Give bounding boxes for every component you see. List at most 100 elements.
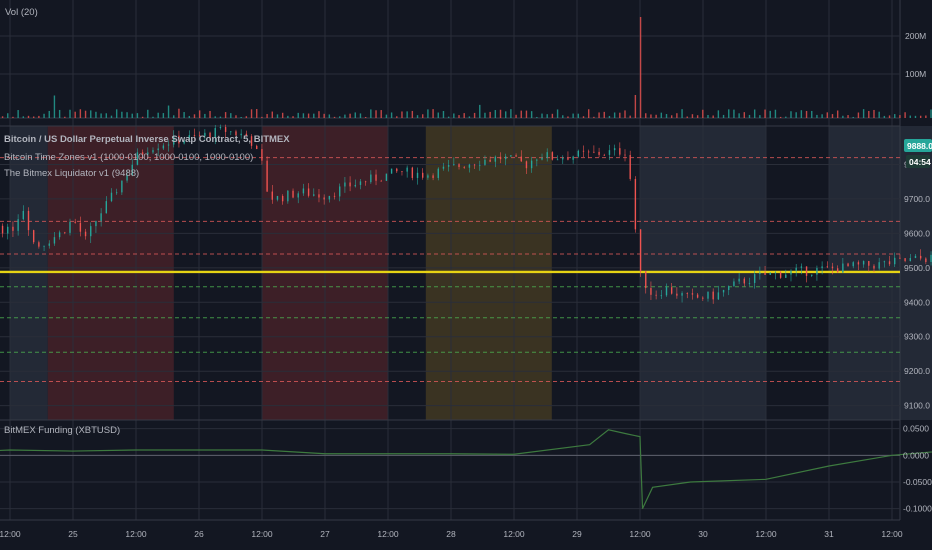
candle-body: [753, 274, 756, 283]
candle-body: [250, 136, 253, 146]
volume-bar: [852, 116, 854, 118]
volume-bar: [676, 113, 678, 118]
candle-body: [847, 263, 849, 267]
candle-body: [147, 152, 149, 155]
candle-body: [427, 175, 429, 178]
time-tick-label: 12:00: [251, 529, 273, 539]
candle-body: [489, 159, 491, 162]
candle-body: [499, 156, 502, 160]
price-tick-label: 9400.0: [904, 297, 930, 307]
candle-body: [572, 156, 574, 160]
candle-body: [878, 262, 880, 269]
candle-body: [297, 193, 299, 198]
candle-body: [318, 194, 320, 198]
candle-body: [821, 266, 823, 269]
volume-bar: [349, 113, 351, 118]
candle-body: [930, 254, 932, 262]
volume-bar: [883, 115, 886, 118]
volume-bar: [790, 111, 792, 118]
volume-bar: [178, 108, 180, 118]
volume-bar: [795, 112, 797, 118]
candle-body: [411, 167, 414, 178]
volume-bar: [204, 113, 206, 118]
candle-body: [546, 152, 548, 158]
volume-bar: [489, 111, 491, 118]
funding-tick-label: -0.0500: [903, 477, 932, 487]
volume-tick-label: 200M: [905, 31, 926, 41]
candle-body: [266, 160, 268, 192]
candle-body: [463, 166, 465, 168]
candle-body: [385, 173, 388, 181]
candle-body: [785, 274, 787, 278]
candle-body: [608, 150, 611, 155]
candle-body: [712, 291, 714, 300]
volume-bar: [868, 110, 870, 118]
volume-bar: [318, 111, 320, 118]
candle-body: [12, 226, 14, 231]
candle-body: [22, 210, 25, 220]
candle-body: [536, 159, 538, 161]
candle-body: [598, 151, 600, 155]
candle-body: [110, 192, 113, 202]
candle-body: [193, 135, 196, 137]
price-tick-label: 9200.0: [904, 366, 930, 376]
candle-body: [655, 294, 657, 296]
time-zones-indicator-label[interactable]: Bitcoin Time Zones v1 (1000-0100, 1000-0…: [4, 152, 253, 163]
candle-body: [95, 221, 97, 227]
volume-bar: [894, 114, 896, 118]
candle-body: [613, 148, 616, 151]
volume-bar: [131, 113, 133, 118]
volume-bar: [769, 110, 771, 118]
candle-body: [707, 291, 709, 299]
volume-bar: [831, 114, 834, 118]
candle-body: [69, 221, 71, 233]
volume-bar: [733, 109, 735, 118]
volume-bar: [567, 116, 569, 118]
funding-series: [0, 429, 932, 509]
candle-body: [167, 144, 170, 146]
volume-bar: [364, 116, 367, 118]
volume-bar: [587, 109, 590, 118]
volume-bar: [515, 114, 517, 118]
volume-bar: [914, 115, 917, 118]
volume-bar: [629, 115, 631, 118]
volume-bar: [84, 110, 87, 118]
volume-bar: [354, 112, 356, 118]
candle-body: [629, 155, 631, 179]
funding-label[interactable]: BitMEX Funding (XBTUSD): [4, 425, 120, 436]
volume-bar: [717, 110, 720, 118]
candle-body: [256, 145, 258, 150]
candle-body: [894, 257, 896, 265]
candle-body: [800, 266, 803, 268]
candle-body: [390, 168, 393, 174]
candle-body: [556, 159, 559, 161]
liquidator-indicator-label[interactable]: The Bitmex Liquidator v1 (9488): [4, 168, 139, 179]
price-levels: [0, 157, 900, 383]
candle-body: [811, 274, 813, 276]
volume-bar: [115, 109, 118, 118]
volume-bar: [696, 115, 699, 118]
candle-body: [691, 293, 694, 295]
candle-body: [235, 131, 237, 136]
candle-body: [380, 180, 382, 182]
candle-body: [473, 164, 476, 166]
volume-bar: [69, 109, 71, 118]
chart-title[interactable]: Bitcoin / US Dollar Perpetual Inverse Sw…: [4, 134, 290, 145]
candle-body: [333, 195, 336, 197]
volume-bar: [333, 116, 336, 118]
candle-body: [84, 231, 87, 237]
candle-body: [899, 257, 901, 259]
candle-body: [287, 190, 289, 202]
volume-bar: [546, 114, 548, 118]
volume-bar: [608, 115, 611, 118]
volume-bar: [38, 115, 40, 118]
volume-bar: [598, 112, 600, 118]
candle-body: [670, 287, 673, 294]
volume-bar: [432, 109, 434, 118]
volume-bar: [919, 115, 922, 118]
candle-body: [795, 267, 797, 271]
candle-body: [442, 166, 445, 169]
volume-bar: [562, 115, 564, 118]
candle-body: [401, 171, 403, 173]
